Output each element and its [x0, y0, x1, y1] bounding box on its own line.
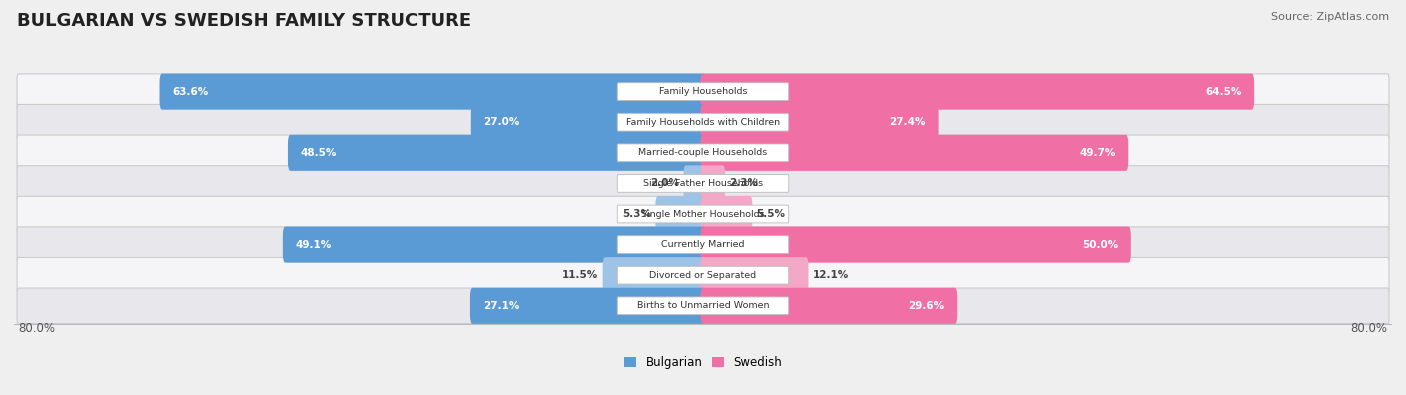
Text: 2.0%: 2.0% — [650, 179, 679, 188]
FancyBboxPatch shape — [17, 258, 1389, 293]
Text: 48.5%: 48.5% — [301, 148, 337, 158]
Text: Divorced or Separated: Divorced or Separated — [650, 271, 756, 280]
FancyBboxPatch shape — [700, 104, 939, 140]
FancyBboxPatch shape — [700, 288, 957, 324]
FancyBboxPatch shape — [617, 205, 789, 223]
FancyBboxPatch shape — [655, 196, 706, 232]
FancyBboxPatch shape — [683, 166, 706, 201]
FancyBboxPatch shape — [603, 257, 706, 293]
FancyBboxPatch shape — [700, 166, 725, 201]
Text: 11.5%: 11.5% — [562, 270, 599, 280]
Text: 80.0%: 80.0% — [1351, 322, 1388, 335]
FancyBboxPatch shape — [17, 196, 1389, 232]
Text: 5.3%: 5.3% — [621, 209, 651, 219]
FancyBboxPatch shape — [159, 73, 706, 110]
Text: Family Households with Children: Family Households with Children — [626, 118, 780, 127]
FancyBboxPatch shape — [17, 135, 1389, 171]
FancyBboxPatch shape — [617, 236, 789, 254]
Text: Births to Unmarried Women: Births to Unmarried Women — [637, 301, 769, 310]
FancyBboxPatch shape — [17, 288, 1389, 324]
FancyBboxPatch shape — [617, 83, 789, 100]
Text: 29.6%: 29.6% — [908, 301, 945, 311]
FancyBboxPatch shape — [617, 297, 789, 315]
FancyBboxPatch shape — [17, 74, 1389, 109]
Text: Single Mother Households: Single Mother Households — [641, 209, 765, 218]
Text: 27.4%: 27.4% — [890, 117, 925, 127]
Text: Married-couple Households: Married-couple Households — [638, 148, 768, 157]
FancyBboxPatch shape — [700, 257, 808, 293]
FancyBboxPatch shape — [283, 227, 706, 263]
Text: 27.1%: 27.1% — [482, 301, 519, 311]
FancyBboxPatch shape — [700, 196, 752, 232]
Text: BULGARIAN VS SWEDISH FAMILY STRUCTURE: BULGARIAN VS SWEDISH FAMILY STRUCTURE — [17, 12, 471, 30]
FancyBboxPatch shape — [471, 104, 706, 140]
Text: Single Father Households: Single Father Households — [643, 179, 763, 188]
Text: 27.0%: 27.0% — [484, 117, 520, 127]
FancyBboxPatch shape — [17, 104, 1389, 140]
FancyBboxPatch shape — [700, 227, 1130, 263]
Text: 5.5%: 5.5% — [756, 209, 786, 219]
Text: 49.7%: 49.7% — [1080, 148, 1115, 158]
FancyBboxPatch shape — [288, 135, 706, 171]
FancyBboxPatch shape — [617, 144, 789, 162]
Text: 63.6%: 63.6% — [173, 87, 208, 97]
FancyBboxPatch shape — [700, 135, 1128, 171]
Text: 80.0%: 80.0% — [18, 322, 55, 335]
Text: 49.1%: 49.1% — [295, 240, 332, 250]
FancyBboxPatch shape — [617, 266, 789, 284]
Text: Family Households: Family Households — [659, 87, 747, 96]
Text: Currently Married: Currently Married — [661, 240, 745, 249]
Text: 2.3%: 2.3% — [730, 179, 758, 188]
FancyBboxPatch shape — [17, 166, 1389, 201]
FancyBboxPatch shape — [700, 73, 1254, 110]
Text: Source: ZipAtlas.com: Source: ZipAtlas.com — [1271, 12, 1389, 22]
FancyBboxPatch shape — [470, 288, 706, 324]
Text: 50.0%: 50.0% — [1081, 240, 1118, 250]
FancyBboxPatch shape — [617, 175, 789, 192]
Legend: Bulgarian, Swedish: Bulgarian, Swedish — [620, 351, 786, 374]
Text: 12.1%: 12.1% — [813, 270, 849, 280]
Text: 64.5%: 64.5% — [1205, 87, 1241, 97]
FancyBboxPatch shape — [17, 227, 1389, 262]
FancyBboxPatch shape — [617, 113, 789, 131]
